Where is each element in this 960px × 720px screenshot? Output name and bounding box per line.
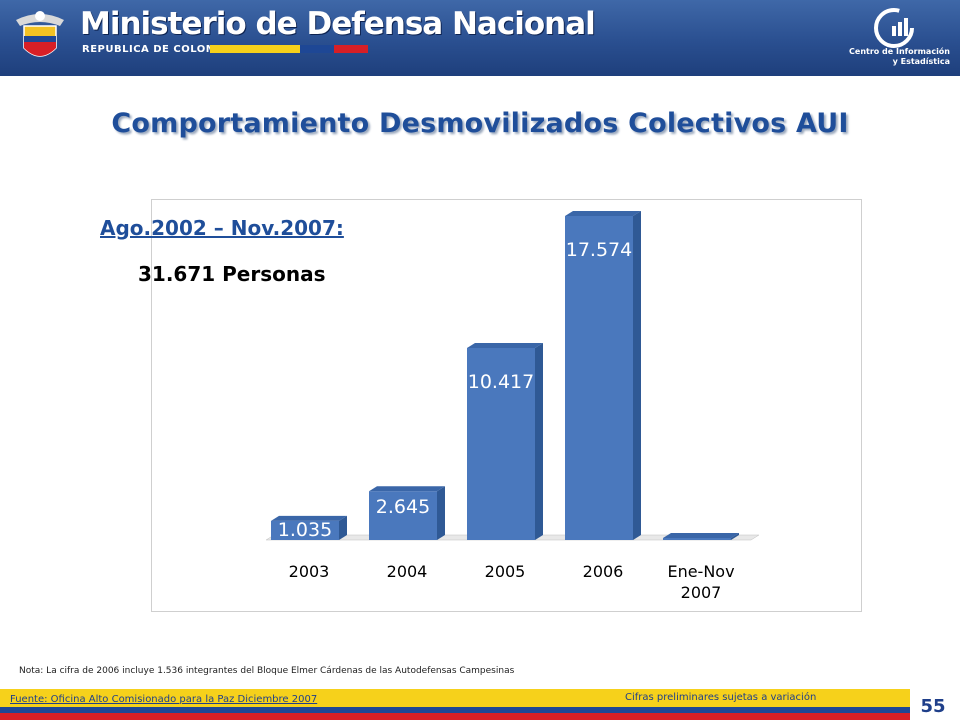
bar-top-1 (369, 486, 445, 492)
bar-top-0 (271, 515, 347, 521)
statistics-logo-icon (874, 8, 914, 48)
page-title: Comportamiento Desmovilizados Colectivos… (111, 108, 849, 139)
preliminary-note: Cifras preliminares sujetas a variación (625, 692, 817, 703)
bar-4 (663, 538, 731, 540)
category-label-4-line-1: 2007 (681, 583, 722, 602)
source-note: Fuente: Oficina Alto Comisionado para la… (10, 694, 318, 705)
bar-top-3 (565, 211, 641, 216)
bar-3 (565, 216, 633, 540)
centro-line-1: Centro de Información (849, 47, 950, 56)
footnote: Nota: La cifra de 2006 incluye 1.536 int… (19, 666, 515, 676)
bar-side-1 (437, 486, 445, 540)
category-label-4-line-0: Ene-Nov (667, 562, 734, 581)
header-banner: Ministerio de Defensa Nacional REPUBLICA… (0, 0, 960, 76)
footer-flag-band (0, 689, 910, 720)
ministry-brand: Ministerio de Defensa Nacional (80, 6, 596, 42)
bar-side-3 (633, 211, 641, 540)
centro-label: Centro de Información y Estadística (820, 47, 950, 67)
data-label-3: 17.574 (566, 239, 632, 261)
data-label-2: 10.417 (468, 371, 534, 393)
page-number: 55 (920, 696, 946, 717)
data-label-1: 2.645 (376, 496, 430, 518)
flag-stripe (210, 45, 368, 53)
bar-side-0 (339, 515, 347, 540)
data-label-0: 1.035 (278, 519, 332, 541)
period-label: Ago.2002 – Nov.2007: (100, 216, 344, 240)
category-label-0: 2003 (289, 562, 330, 581)
bar-top-4 (663, 533, 739, 538)
ministry-subtitle: REPUBLICA DE COLOMBIA (82, 44, 237, 55)
centro-line-2: y Estadística (892, 57, 950, 66)
bar-top-2 (467, 342, 543, 348)
coat-of-arms-icon (16, 11, 64, 57)
bar-side-2 (535, 342, 543, 540)
bar-side-4 (731, 533, 739, 540)
category-label-2: 2005 (485, 562, 526, 581)
bar-chart: 1.035 2003 2.645 2004 10.417 2005 17.574 2006 En… (265, 211, 760, 602)
bar-2 (467, 347, 535, 540)
bar-1 (369, 491, 437, 540)
category-label-3: 2006 (583, 562, 624, 581)
category-label-1: 2004 (387, 562, 428, 581)
bar-0 (271, 520, 339, 540)
total-label: 31.671 Personas (138, 262, 326, 286)
